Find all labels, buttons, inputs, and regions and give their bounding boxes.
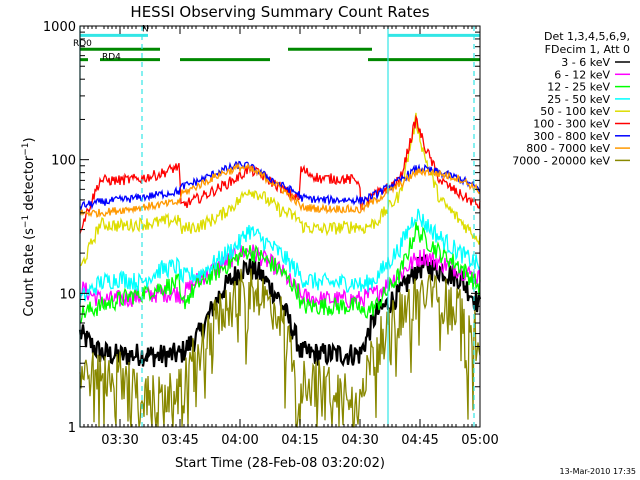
legend-entry-8: 800 - 7000 keV (526, 142, 610, 155)
y-tick-label-2: 10 (59, 287, 76, 302)
series-line-9 (79, 268, 481, 428)
series-layer (78, 112, 482, 428)
x-tick-label-6: 04:45 (401, 433, 438, 448)
tick-layer: 03:30 03:45 04:00 04:15 04:30 04:45 05:00 1 10 10… (43, 20, 499, 448)
series-line-1 (78, 254, 482, 368)
x-tick-label-1: 03:30 (101, 433, 138, 448)
legend-entry-5: 50 - 100 keV (540, 105, 610, 118)
legend-entry-1: 3 - 6 keV (561, 56, 610, 69)
x-tick-label-3: 04:00 (221, 433, 258, 448)
x-tick-label-2: 03:45 (161, 433, 198, 448)
legend-entry-9: 7000 - 20000 keV (512, 154, 610, 167)
legend-header-1: Det 1,3,4,5,6,9, (544, 30, 630, 43)
flag-label-n: N (142, 24, 149, 34)
x-tick-label-5: 04:30 (341, 433, 378, 448)
legend-entry-6: 100 - 300 keV (533, 118, 610, 131)
flag-layer: N RD0 RD4 (73, 24, 480, 63)
flag-label-rd0: RD0 (73, 39, 92, 49)
legend: Det 1,3,4,5,6,9,FDecim 1, Att 03 - 6 keV… (512, 30, 630, 167)
legend-entry-3: 12 - 25 keV (547, 81, 610, 94)
footer-date: 13-Mar-2010 17:35 (560, 467, 637, 476)
x-tick-label-7: 05:00 (461, 433, 498, 448)
x-tick-label-4: 04:15 (281, 433, 318, 448)
y-tick-label-3: 100 (51, 154, 76, 169)
y-axis-label: Count Rate (s−1 detector−1) (21, 137, 37, 316)
y-tick-label-1: 1 (68, 421, 76, 436)
x-axis-label: Start Time (28-Feb-08 03:20:02) (175, 456, 385, 471)
flag-label-rd4: RD4 (102, 53, 121, 63)
legend-entry-4: 25 - 50 keV (547, 93, 610, 106)
series-line-5 (79, 112, 481, 267)
legend-entry-7: 300 - 800 keV (533, 130, 610, 143)
series-line-6 (79, 114, 481, 234)
plot-frame (79, 25, 481, 428)
chart-title: HESSI Observing Summary Count Rates (130, 3, 429, 21)
series-line-8 (79, 162, 481, 218)
legend-entry-2: 6 - 12 keV (554, 68, 610, 81)
y-tick-label-4: 1000 (43, 20, 76, 35)
legend-header-2: FDecim 1, Att 0 (545, 43, 630, 56)
series-line-4 (79, 208, 481, 305)
